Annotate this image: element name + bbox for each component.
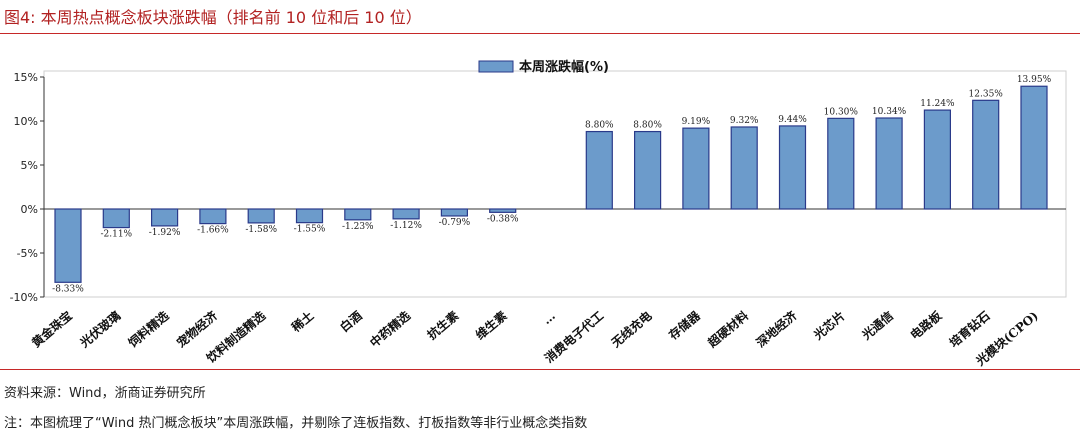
y-tick-label: 5% xyxy=(21,159,38,172)
bar xyxy=(247,208,275,224)
title-divider xyxy=(0,33,1080,34)
data-label: -1.92% xyxy=(149,228,181,238)
source-note: 资料来源：Wind，浙商证券研究所 xyxy=(4,386,206,401)
category-label: 白酒 xyxy=(337,308,365,335)
category-label: 抗生素 xyxy=(424,308,461,343)
data-label: -1.58% xyxy=(245,225,277,235)
y-tick-label: -10% xyxy=(10,291,38,304)
data-label: -1.23% xyxy=(342,222,374,232)
category-label: 光芯片 xyxy=(810,308,848,343)
bar xyxy=(54,208,82,283)
category-label: 培育钻石 xyxy=(946,308,992,350)
data-label: 9.44% xyxy=(778,115,807,125)
bar xyxy=(827,117,855,210)
bar xyxy=(682,127,710,210)
y-tick-label: -5% xyxy=(17,247,38,260)
data-label: 8.80% xyxy=(633,121,662,131)
category-label: 存储器 xyxy=(665,307,704,343)
bar xyxy=(392,208,420,220)
bar-chart: 15% 10% 5% 0% -5% -10% 本周涨跌幅(%) -8.33% 黄金珠宝 -2.11… xyxy=(10,59,1067,368)
category-label: 超硬材料 xyxy=(704,308,751,351)
bar xyxy=(1020,85,1048,210)
category-label: 光通信 xyxy=(858,308,896,343)
category-label: 光伏玻璃 xyxy=(76,308,123,351)
category-label: 黄金珠宝 xyxy=(29,308,75,350)
data-label: -1.66% xyxy=(197,226,229,236)
y-tick-label: 10% xyxy=(14,115,38,128)
data-label: -0.79% xyxy=(439,218,471,228)
bar xyxy=(730,126,758,210)
data-label: -0.38% xyxy=(487,214,519,224)
data-label: 11.24% xyxy=(920,99,955,109)
data-label: 9.19% xyxy=(682,117,711,127)
data-label: -1.55% xyxy=(294,225,326,235)
category-label: 无线充电 xyxy=(607,308,654,351)
legend-label: 本周涨跌幅(%) xyxy=(519,59,609,75)
figure-title: 图4: 本周热点概念板块涨跌幅（排名前 10 位和后 10 位） xyxy=(4,8,422,27)
y-tick-label: 15% xyxy=(14,71,38,84)
data-label: 8.80% xyxy=(585,121,614,131)
data-label: 9.32% xyxy=(730,116,759,126)
category-label: 中药精选 xyxy=(367,308,413,350)
bar xyxy=(489,208,517,213)
legend-swatch xyxy=(478,60,514,73)
data-label: 12.35% xyxy=(969,89,1004,99)
data-label: -2.11% xyxy=(100,230,132,240)
data-label: 13.95% xyxy=(1017,75,1052,85)
data-label: 10.34% xyxy=(872,107,907,117)
footer-divider xyxy=(0,369,1080,370)
bar xyxy=(344,208,372,221)
category-label: 深地经济 xyxy=(753,307,800,350)
y-tick-label: 0% xyxy=(21,203,38,216)
bar xyxy=(875,117,903,210)
category-label: … xyxy=(540,309,558,327)
bar xyxy=(923,109,952,210)
bar xyxy=(440,208,468,217)
data-label: -1.12% xyxy=(390,221,422,231)
bar xyxy=(585,130,613,210)
category-label: 稀土 xyxy=(288,308,316,335)
bar xyxy=(633,130,662,210)
category-label: 饲料精选 xyxy=(124,308,171,351)
bar xyxy=(199,208,227,225)
plot-frame xyxy=(43,70,1067,298)
category-label: 维生素 xyxy=(472,308,509,343)
footnote: 注：本图梳理了“Wind 热门概念板块”本周涨跌幅，并剔除了连板指数、打板指数等… xyxy=(4,416,588,431)
bar xyxy=(972,99,1000,210)
bar xyxy=(102,208,130,229)
bar xyxy=(151,208,179,227)
category-label: 电路板 xyxy=(907,307,945,342)
bar xyxy=(778,125,807,210)
data-label: 10.30% xyxy=(824,107,859,117)
data-label: -8.33% xyxy=(52,284,84,294)
category-label: 宠物经济 xyxy=(173,307,220,350)
bar xyxy=(295,208,324,224)
